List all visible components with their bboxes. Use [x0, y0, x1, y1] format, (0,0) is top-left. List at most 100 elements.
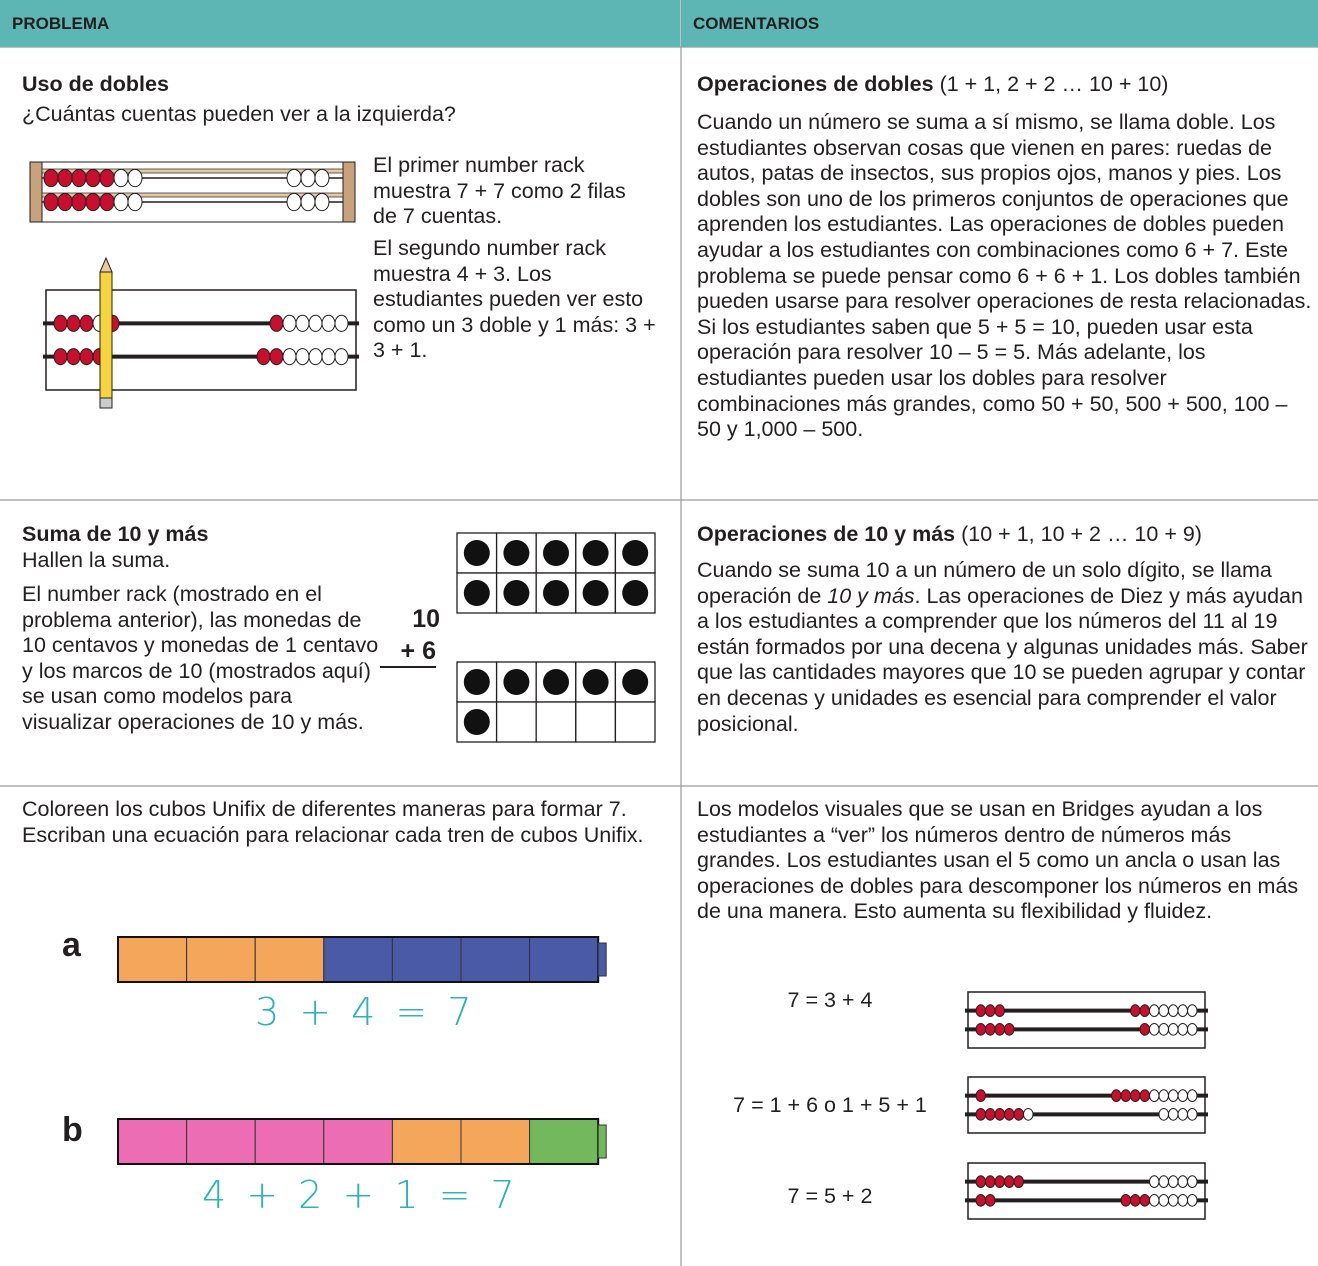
rack-frame — [967, 1162, 1206, 1220]
counter — [582, 580, 609, 606]
bead — [85, 192, 101, 212]
bead — [1111, 1089, 1122, 1103]
bead — [127, 168, 143, 188]
ten-frame-cell — [614, 532, 656, 574]
comment-title: Operaciones de 10 y más — [697, 522, 956, 546]
bead — [985, 1107, 996, 1121]
bead — [1130, 1193, 1141, 1207]
train-equation: 3 + 4 = 7 — [255, 990, 476, 1034]
bead — [43, 168, 59, 188]
pencil — [99, 271, 113, 401]
bead — [1139, 1004, 1150, 1018]
bead — [314, 168, 330, 188]
rack-frame — [967, 991, 1206, 1049]
bead — [1004, 1175, 1015, 1189]
bead — [1158, 1022, 1169, 1036]
bead — [1168, 1193, 1179, 1207]
problem-text: El number rack (mostrado en el problema … — [22, 582, 379, 734]
bead — [985, 1004, 996, 1018]
bead — [1158, 1175, 1169, 1189]
bead — [334, 348, 349, 366]
bead — [1177, 1107, 1188, 1121]
ten-frame-cell — [456, 572, 498, 614]
rack-frame — [45, 289, 357, 391]
bead — [975, 1089, 986, 1103]
counter — [463, 669, 490, 695]
ten-frame-cell — [614, 701, 656, 743]
bead — [286, 168, 302, 188]
bead — [295, 348, 310, 366]
bead — [308, 314, 323, 332]
comment-text: Cuando se suma 10 a un número de un solo… — [697, 558, 1313, 737]
unifix-cube — [391, 936, 462, 983]
bead — [1187, 1175, 1198, 1189]
header-text: PROBLEMA — [12, 14, 110, 33]
bead — [1130, 1004, 1141, 1018]
bead — [1187, 1022, 1198, 1036]
text-part: Cuando se suma 10 a un número de un solo… — [697, 558, 1272, 608]
bead — [286, 192, 302, 212]
pencil-tip — [99, 256, 113, 273]
counter — [622, 669, 649, 695]
bead — [66, 314, 81, 332]
rack-post — [29, 161, 43, 223]
bead — [1168, 1175, 1179, 1189]
comment-heading: Operaciones de 10 y más (10 + 1, 10 + 2 … — [697, 522, 1202, 548]
bead — [300, 192, 316, 212]
bead — [1013, 1107, 1024, 1121]
bead — [1177, 1175, 1188, 1189]
bead — [1120, 1089, 1131, 1103]
bead — [66, 348, 81, 366]
unifix-cube — [529, 1118, 599, 1165]
rack-frame — [967, 1076, 1206, 1134]
bead — [71, 192, 87, 212]
bead — [1149, 1022, 1160, 1036]
bead — [1158, 1004, 1169, 1018]
unifix-cube — [391, 1118, 462, 1165]
bead — [1139, 1022, 1150, 1036]
bead — [99, 168, 115, 188]
train-label: b — [62, 1111, 83, 1149]
unifix-cube — [323, 936, 393, 983]
bead — [994, 1004, 1005, 1018]
bead — [994, 1175, 1005, 1189]
bead — [53, 348, 68, 366]
counter — [582, 540, 609, 566]
bead — [975, 1175, 986, 1189]
bead — [975, 1004, 986, 1018]
rack-rail — [41, 168, 344, 174]
ten-frame-cell — [495, 701, 537, 743]
bead — [295, 314, 310, 332]
counter — [503, 580, 530, 606]
bead — [1139, 1193, 1150, 1207]
bead — [282, 348, 297, 366]
pencil-eraser — [99, 397, 113, 409]
bead — [1158, 1089, 1169, 1103]
comment-title: Operaciones de dobles — [697, 72, 934, 96]
ten-frame-cell — [575, 701, 617, 743]
text-part: . Las operaciones de Diez y más ayudan a… — [697, 583, 1308, 736]
problem-text: Coloreen los cubos Unifix de diferentes … — [22, 797, 644, 847]
bead — [1168, 1022, 1179, 1036]
bead — [308, 348, 323, 366]
bead — [1158, 1107, 1169, 1121]
ten-frame-cell — [535, 701, 577, 743]
problem-question: ¿Cuántas cuentas pueden ver a la izquier… — [22, 102, 456, 126]
bead — [975, 1022, 986, 1036]
bead — [321, 348, 336, 366]
bead — [1187, 1107, 1198, 1121]
bead — [321, 314, 336, 332]
addend: 10 — [412, 605, 440, 633]
bead — [1023, 1107, 1034, 1121]
unifix-cube — [460, 936, 531, 983]
bead — [1168, 1004, 1179, 1018]
bead — [113, 192, 129, 212]
bead — [1177, 1193, 1188, 1207]
bead — [1149, 1193, 1160, 1207]
bead — [43, 192, 59, 212]
bead — [985, 1022, 996, 1036]
unifix-cube — [117, 1118, 188, 1165]
bead — [334, 314, 349, 332]
